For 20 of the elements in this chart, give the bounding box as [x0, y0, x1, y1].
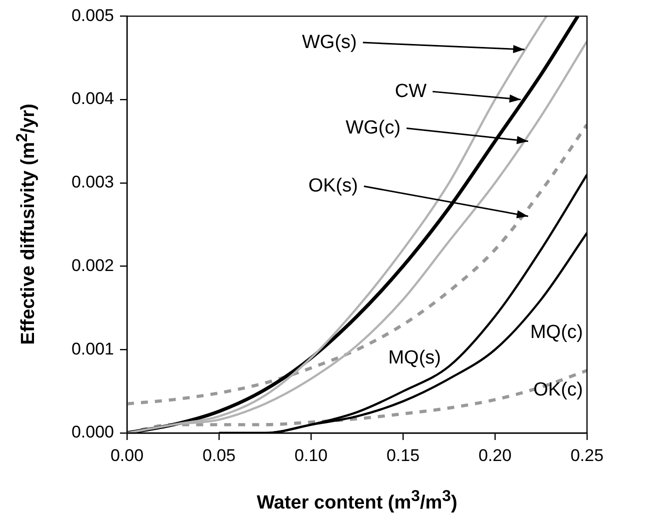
series-label: MQ(s)	[388, 348, 441, 369]
annotation: WG(c)	[346, 117, 401, 138]
x-tick-label: 0.10	[294, 446, 328, 465]
x-tick-label: 0.05	[202, 446, 236, 465]
y-tick-label: 0.001	[71, 339, 114, 358]
series-label: MQ(c)	[530, 322, 583, 344]
series-label: OK(c)	[533, 380, 583, 401]
x-tick-label: 0.20	[478, 446, 512, 465]
x-tick-label: 0.25	[570, 446, 604, 465]
y-tick-label: 0.002	[71, 256, 114, 275]
annotation: OK(s)	[308, 176, 358, 196]
x-tick-label: 0.15	[386, 446, 420, 465]
y-tick-label: 0.003	[71, 172, 114, 192]
annotation: WG(s)	[302, 32, 357, 53]
y-tick-label: 0.005	[71, 6, 114, 25]
y-tick-label: 0.000	[71, 422, 114, 442]
y-tick-label: 0.004	[71, 89, 114, 108]
x-axis-title: Water content (m$^{3}$/m$^{3}$)	[256, 488, 458, 514]
x-tick-label: 0.00	[110, 446, 144, 465]
annotation: CW	[394, 80, 427, 102]
